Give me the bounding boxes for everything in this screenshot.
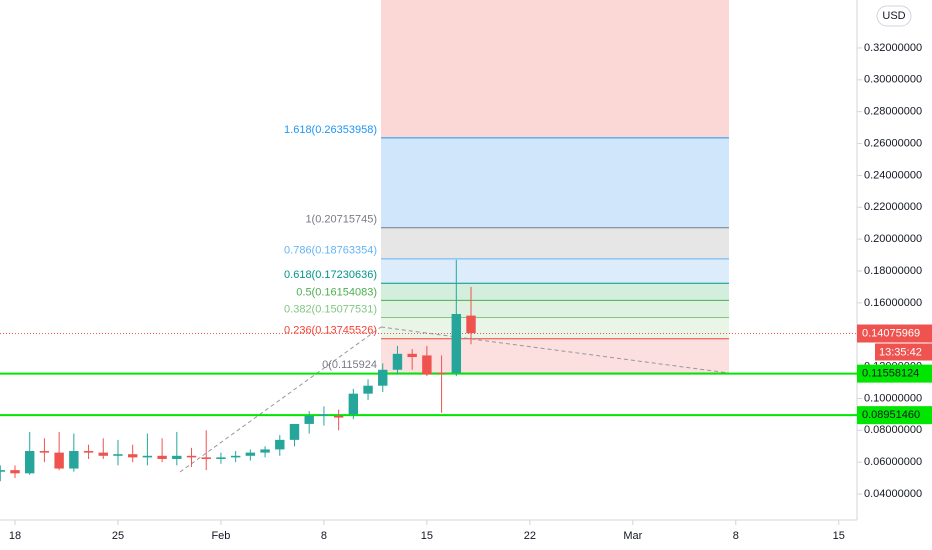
candle-body — [25, 451, 35, 474]
y-tick-label: 0.10000000 — [864, 392, 922, 404]
candle-body — [142, 455, 153, 458]
candle-body — [407, 353, 417, 358]
fib-zone — [381, 137, 729, 228]
trend-line — [179, 326, 382, 473]
candle-body — [113, 454, 123, 456]
fib-label: 1.618(0.26353958) — [284, 124, 377, 136]
currency-badge[interactable] — [876, 5, 912, 27]
candle-body — [10, 470, 20, 474]
fib-zone — [381, 258, 729, 284]
fib-zone — [381, 283, 729, 301]
fib-zone — [381, 0, 729, 138]
price-label: 0.14075969 — [862, 327, 920, 339]
candle-body — [422, 355, 432, 375]
x-tick-label: Mar — [623, 530, 642, 542]
candle-body — [201, 457, 211, 459]
price-label: 0.08951460 — [862, 409, 920, 421]
candle-body — [451, 314, 462, 373]
y-tick-label: 0.20000000 — [864, 233, 922, 245]
candle-body — [363, 385, 373, 394]
countdown: 13:35:42 — [879, 346, 922, 358]
fib-zone — [381, 227, 729, 259]
fib-zone — [381, 338, 729, 374]
fib-label: 0.786(0.18763354) — [284, 245, 377, 257]
x-tick-label: 8 — [321, 530, 327, 542]
fib-label: 0(0.115924 — [322, 359, 377, 371]
y-tick-label: 0.24000000 — [864, 169, 922, 181]
candle-body — [54, 452, 64, 469]
candle-body — [289, 423, 300, 440]
x-tick-label: 8 — [733, 530, 739, 542]
y-tick-label: 0.28000000 — [864, 106, 922, 118]
x-tick-label: 15 — [833, 530, 845, 542]
price-label-bg — [857, 406, 932, 425]
candle-body — [69, 451, 79, 469]
price-label: 0.11558124 — [862, 368, 919, 380]
y-tick-label: 0.18000000 — [864, 265, 922, 277]
y-tick-label: 0.16000000 — [864, 297, 922, 309]
fib-label: 0.5(0.16154083) — [296, 286, 377, 298]
currency: USD — [882, 10, 905, 22]
y-tick-label: 0.32000000 — [864, 42, 922, 54]
candle-body — [466, 315, 476, 334]
fib-label: 0.382(0.15077531) — [284, 303, 377, 315]
candle-body — [230, 455, 241, 458]
candle-body — [39, 451, 50, 453]
fib-label: 0.236(0.13745526) — [284, 325, 377, 337]
x-tick-label: 25 — [112, 530, 124, 542]
fib-zone — [381, 300, 729, 318]
x-tick-label: Feb — [211, 530, 230, 542]
trend-line — [380, 326, 730, 374]
y-tick-label: 0.22000000 — [864, 201, 922, 213]
x-tick-label: 15 — [421, 530, 433, 542]
fib-label: 0.618(0.17230636) — [284, 269, 377, 281]
candle-body — [378, 369, 388, 386]
candle-body — [216, 457, 226, 459]
candle-body — [260, 449, 270, 453]
candle-body — [83, 451, 94, 453]
candle-body — [157, 455, 167, 459]
y-tick-label: 0.06000000 — [864, 456, 922, 468]
y-tick-label: 0.30000000 — [864, 74, 922, 86]
candle-body — [319, 414, 329, 416]
candle-body — [98, 452, 108, 456]
candle-body — [172, 455, 182, 459]
candle-body — [0, 470, 6, 472]
candle-body — [186, 455, 197, 458]
candle-body — [436, 372, 447, 374]
fib-zone — [381, 317, 729, 339]
y-tick-label: 0.08000000 — [864, 424, 922, 436]
candle-body — [245, 452, 256, 456]
candle-body — [127, 454, 138, 458]
candle-body — [275, 439, 285, 450]
fib-label: 1(0.20715745) — [305, 214, 377, 226]
y-tick-label: 0.26000000 — [864, 137, 922, 149]
price-label-bg — [857, 364, 932, 383]
candle-body — [392, 353, 403, 370]
x-tick-label: 18 — [9, 530, 21, 542]
candle-body — [333, 415, 344, 418]
candle-body — [304, 415, 314, 424]
countdown-bg — [875, 343, 932, 361]
y-tick-label: 0.04000000 — [864, 488, 922, 500]
x-tick-label: 22 — [524, 530, 536, 542]
price-label-bg — [857, 324, 932, 343]
candle-body — [348, 393, 359, 415]
fib-zones — [14, 0, 862, 525]
